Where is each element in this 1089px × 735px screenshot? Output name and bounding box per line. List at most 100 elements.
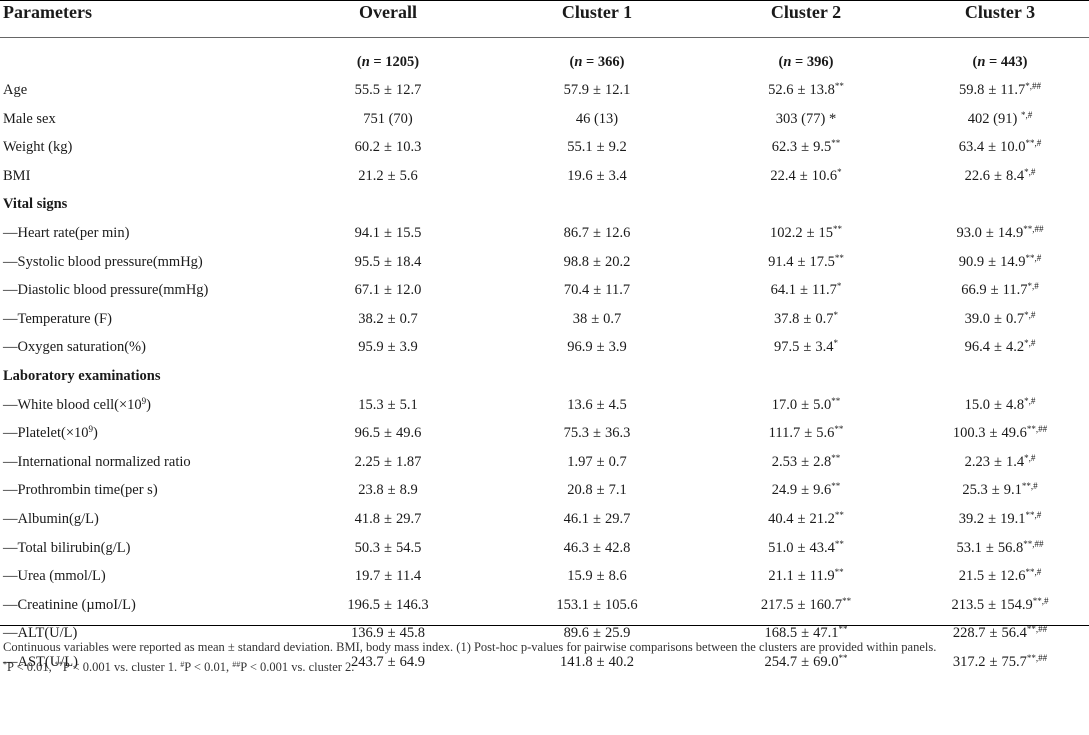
- significance-marker: *: [837, 166, 842, 177]
- cell-cluster-1: 98.8 ±20.2: [563, 253, 631, 270]
- footnote-marker: ##: [232, 660, 241, 669]
- significance-marker: **,#: [1025, 138, 1042, 149]
- cell-overall: 21.2 ±5.6: [358, 167, 418, 184]
- table-row: —White blood cell(×109) 15.3 ±5.1 13.6 ±4.5 1…: [0, 391, 1089, 419]
- cell-overall: 15.3 ±5.1: [358, 396, 418, 413]
- significance-marker: **: [838, 624, 848, 635]
- row-label: —Urea (mmol/L): [3, 568, 106, 585]
- cell-cluster-2: 51.0 ±43.4**: [768, 538, 844, 556]
- cell-cluster-2: 217.5 ±160.7**: [760, 595, 852, 613]
- n-cluster-2: (n = 396): [778, 54, 834, 70]
- cell-overall: 50.3 ±54.5: [354, 539, 422, 556]
- significance-marker: **,#: [1025, 567, 1042, 578]
- significance-marker: **: [831, 452, 841, 463]
- significance-marker: **,##: [1023, 538, 1044, 549]
- row-label: —Platelet(×109): [3, 424, 98, 442]
- significance-marker: *,#: [1024, 166, 1036, 177]
- row-label: —Creatinine (µmoI/L): [3, 596, 136, 613]
- cell-overall: 196.5 ±146.3: [347, 596, 429, 613]
- sample-size-row: (n = 1205) (n = 366) (n = 396) (n = 443): [0, 48, 1089, 76]
- cell-cluster-2: 37.8 ±0.7*: [774, 309, 838, 327]
- significance-marker: **,#: [1025, 510, 1042, 520]
- footnote-marker: *: [3, 660, 7, 669]
- cell-cluster-2: 21.1 ±11.9**: [768, 567, 844, 585]
- cell-overall: 136.9 ±45.8: [351, 625, 425, 642]
- row-label: Male sex: [3, 110, 56, 127]
- significance-marker: **: [831, 395, 841, 406]
- table-row: —ALT(U/L) 136.9 ±45.8 89.6 ±25.9 168.5 ±47.1**…: [0, 619, 1089, 647]
- cell-cluster-2: 17.0 ±5.0**: [771, 395, 841, 413]
- cell-overall: 23.8 ±8.9: [358, 482, 418, 499]
- significance-marker: **,##: [1023, 224, 1044, 234]
- significance-marker: *,#: [1027, 281, 1039, 292]
- cell-cluster-2: 40.4 ±21.2**: [768, 510, 844, 528]
- cell-cluster-1: 1.97 ±0.7: [567, 453, 627, 470]
- cell-cluster-2: 303 (77) *: [775, 110, 837, 127]
- significance-marker: *: [833, 309, 838, 320]
- section-row: Laboratory examinations: [0, 362, 1089, 390]
- cell-overall: 19.7 ±11.4: [354, 568, 422, 585]
- row-label: —Total bilirubin(g/L): [3, 539, 131, 556]
- significance-marker: **: [834, 81, 844, 91]
- row-label: —AST(U/L): [3, 654, 78, 670]
- cell-cluster-2: 91.4 ±17.5**: [768, 252, 844, 270]
- header-rule: [0, 37, 1089, 38]
- row-label: BMI: [3, 167, 31, 184]
- cell-cluster-1: 89.6 ±25.9: [563, 625, 631, 642]
- table-row: BMI 21.2 ±5.6 19.6 ±3.4 22.4 ±10.6* 22.6 ±8.4*,#: [0, 162, 1089, 190]
- significance-marker: **,##: [1026, 424, 1048, 435]
- cell-cluster-1: 20.8 ±7.1: [567, 482, 627, 499]
- significance-marker: *,##: [1025, 81, 1041, 91]
- cell-cluster-3: 15.0 ±4.8*,#: [964, 395, 1036, 413]
- row-label: —Albumin(g/L): [3, 511, 99, 527]
- cell-overall: 55.5 ±12.7: [354, 82, 422, 98]
- cell-cluster-3: 317.2 ±75.7**,##: [952, 653, 1048, 671]
- significance-marker: **: [831, 481, 841, 492]
- n-cluster-3: (n = 443): [972, 54, 1028, 70]
- footnote-marker: #: [180, 660, 185, 669]
- significance-marker: **: [834, 252, 844, 263]
- significance-marker: *: [836, 281, 842, 292]
- table-row: Age 55.5 ±12.7 57.9 ±12.1 52.6 ±13.8** 59.8 ±11.…: [0, 76, 1089, 104]
- cell-cluster-1: 153.1 ±105.6: [556, 596, 638, 613]
- table-row: —AST(U/L) 243.7 ±64.9 141.8 ±40.2 254.7 ±69.0*…: [0, 648, 1089, 676]
- significance-marker: **,##: [1026, 653, 1048, 663]
- cell-cluster-3: 53.1 ±56.8**,##: [956, 538, 1044, 556]
- header-cluster-2: Cluster 2: [770, 2, 842, 22]
- table-row: —International normalized ratio 2.25 ±1.87…: [0, 448, 1089, 476]
- row-label: —White blood cell(×109): [3, 395, 151, 413]
- table-row: —Prothrombin time(per s) 23.8 ±8.9 20.8 ±7.1…: [0, 476, 1089, 504]
- row-label: —Systolic blood pressure(mmHg): [3, 253, 203, 270]
- table-row: —Albumin(g/L) 41.8 ±29.7 46.1 ±29.7 40.4 ±21.2…: [0, 505, 1089, 533]
- cell-overall: 751 (70): [363, 110, 413, 127]
- cell-cluster-3: 100.3 ±49.6**,##: [952, 424, 1048, 442]
- significance-marker: **: [831, 138, 841, 149]
- section-title: Vital signs: [3, 196, 68, 213]
- significance-marker: *,#: [1024, 338, 1036, 349]
- row-label: Age: [3, 82, 28, 98]
- cell-cluster-1: 70.4 ±11.7: [563, 282, 631, 299]
- significance-marker: *,#: [1020, 109, 1033, 120]
- row-label: —Oxygen saturation(%): [3, 339, 146, 356]
- cell-cluster-3: 63.4 ±10.0**,#: [958, 138, 1042, 156]
- cell-cluster-1: 46.3 ±42.8: [563, 539, 631, 556]
- cell-cluster-1: 13.6 ±4.5: [567, 396, 627, 413]
- cell-overall: 94.1 ±15.5: [354, 225, 422, 241]
- cell-cluster-2: 64.1 ±11.7*: [770, 281, 842, 299]
- cell-cluster-1: 75.3 ±36.3: [563, 425, 631, 442]
- significance-marker: **: [833, 224, 843, 234]
- cell-overall: 41.8 ±29.7: [354, 511, 422, 527]
- label-superscript: 9: [141, 395, 147, 406]
- cell-cluster-3: 96.4 ±4.2*,#: [964, 338, 1036, 356]
- table-row: —Platelet(×109) 96.5 ±49.6 75.3 ±36.3 111.7 ±5…: [0, 419, 1089, 447]
- cell-cluster-1: 38 ±0.7: [572, 310, 622, 327]
- cell-overall: 95.5 ±18.4: [354, 253, 422, 270]
- cell-overall: 67.1 ±12.0: [354, 282, 422, 299]
- cell-cluster-3: 39.0 ±0.7*,#: [964, 309, 1036, 327]
- significance-marker: **,#: [1025, 252, 1042, 263]
- row-label: —ALT(U/L): [3, 625, 78, 642]
- table-row: Male sex 751 (70) 46 (13) 303 (77) * 402 (91…: [0, 105, 1089, 133]
- table-row: —Diastolic blood pressure(mmHg) 67.1 ±12.0…: [0, 276, 1089, 304]
- cell-cluster-3: 66.9 ±11.7*,#: [961, 281, 1039, 299]
